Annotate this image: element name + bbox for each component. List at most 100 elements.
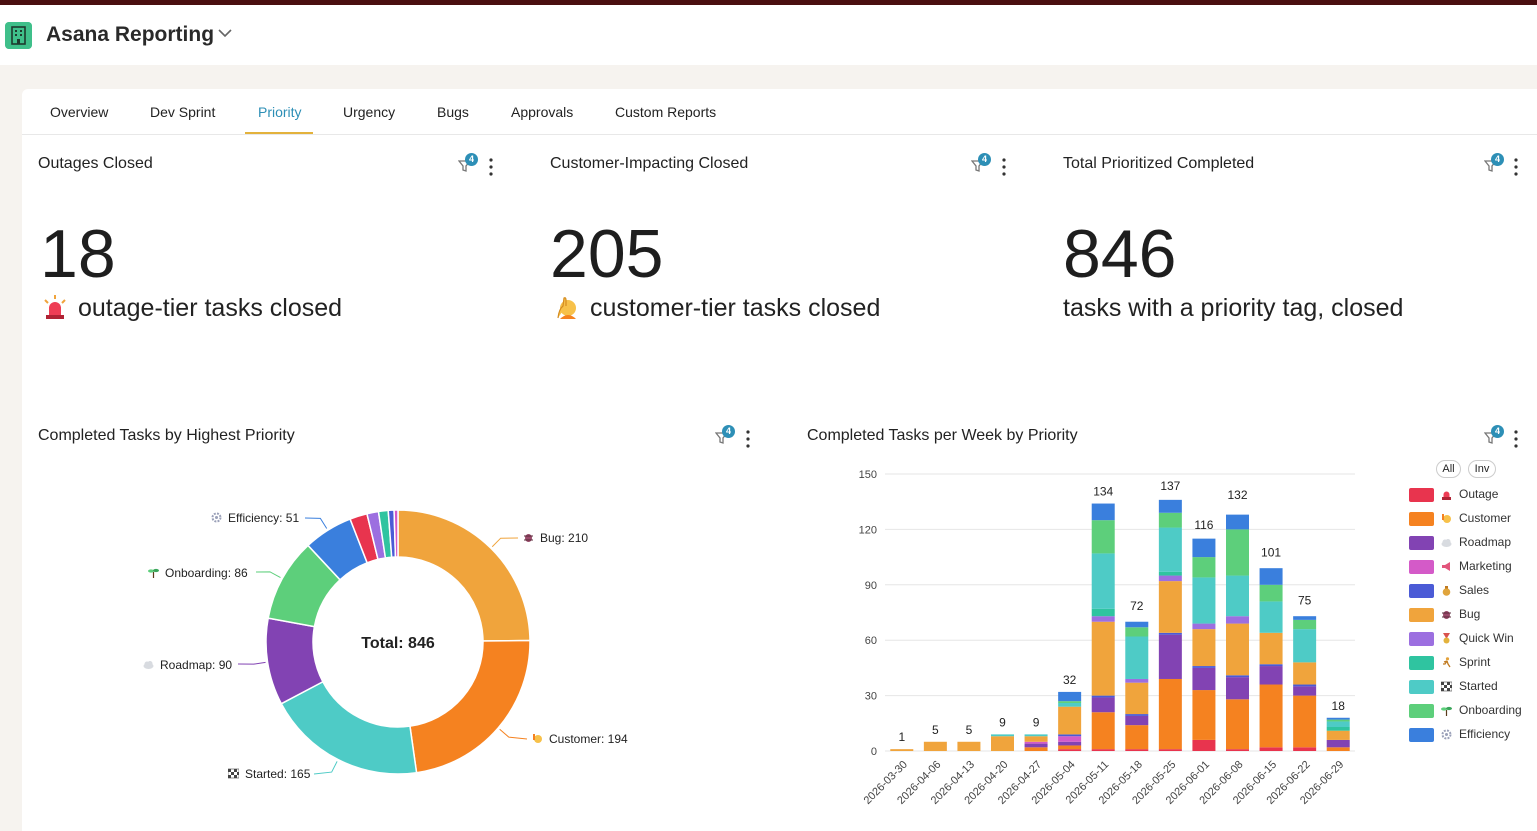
bar-segment-bug[interactable] [957,741,981,751]
bar-segment-roadmap[interactable] [1125,715,1149,726]
bar-segment-outage[interactable] [1226,749,1249,751]
bar-segment-customer[interactable] [1259,684,1283,748]
bar-segment-efficiency[interactable] [1158,499,1182,513]
bar-segment-roadmap[interactable] [1091,697,1115,713]
bar-segment-started[interactable] [991,734,1014,737]
bar-segment-onboarding[interactable] [1326,719,1350,722]
bar-segment-onboarding[interactable] [1192,557,1216,578]
bar-segment-quick-win[interactable] [1226,616,1249,624]
bar-segment-onboarding[interactable] [1058,701,1082,703]
bar-segment-bug[interactable] [1158,581,1182,633]
bar-segment-efficiency[interactable] [1226,514,1249,530]
bar-segment-onboarding[interactable] [1091,520,1115,554]
tab-urgency[interactable]: Urgency [343,104,396,120]
bar-segment-started[interactable] [1226,575,1249,617]
tab-overview[interactable]: Overview [50,104,109,120]
tab-priority[interactable]: Priority [258,104,302,120]
more-options-icon[interactable] [486,157,496,177]
bar-segment-started[interactable] [1192,577,1216,624]
bar-segment-marketing[interactable] [1024,741,1048,744]
bar-segment-efficiency[interactable] [1326,717,1350,720]
bar-segment-roadmap[interactable] [1192,667,1216,691]
bar-segment-bug[interactable] [1125,682,1149,715]
bar-segment-quick-win[interactable] [1158,575,1182,582]
bar-segment-sales[interactable] [1158,632,1182,635]
building-icon[interactable] [5,22,32,49]
bar-segment-outage[interactable] [1091,749,1115,751]
chevron-down-icon[interactable] [217,25,233,41]
bar-segment-customer[interactable] [1326,747,1350,751]
bar-segment-roadmap[interactable] [1259,666,1283,685]
tab-custom-reports[interactable]: Custom Reports [615,104,717,120]
bar-segment-efficiency[interactable] [1192,538,1216,558]
more-options-icon[interactable] [999,157,1009,177]
bar-segment-bug[interactable] [991,736,1014,751]
donut-slice-marketing[interactable] [393,509,399,558]
bar-segment-efficiency[interactable] [1293,616,1317,620]
bar-segment-customer[interactable] [1125,725,1149,750]
bar-segment-onboarding[interactable] [1226,529,1249,576]
bar-segment-efficiency[interactable] [1058,691,1082,702]
bar-segment-sales[interactable] [1192,666,1216,668]
bar-segment-started[interactable] [1091,553,1115,609]
bar-segment-bug[interactable] [1058,706,1082,735]
bar-segment-started[interactable] [1024,734,1048,737]
app-title[interactable]: Asana Reporting [46,23,215,46]
bar-segment-sales[interactable] [1293,684,1317,687]
bar-segment-sprint[interactable] [1091,608,1115,617]
bar-segment-outage[interactable] [1158,749,1182,751]
bar-segment-sprint[interactable] [1326,726,1350,731]
bar-segment-roadmap[interactable] [1058,741,1082,746]
bar-segment-sales[interactable] [1125,714,1149,716]
bar-segment-onboarding[interactable] [1158,512,1182,528]
bar-segment-efficiency[interactable] [1259,568,1283,585]
bar-segment-marketing[interactable] [1058,736,1082,742]
filter-button[interactable]: 4 [1484,153,1506,175]
more-options-icon[interactable] [743,429,753,449]
bar-segment-onboarding[interactable] [1293,619,1317,630]
bar-segment-bug[interactable] [1259,632,1283,665]
bar-segment-started[interactable] [1259,601,1283,633]
bar-segment-customer[interactable] [1024,747,1048,751]
bar-segment-bug[interactable] [1091,621,1115,696]
bar-segment-started[interactable] [1326,721,1350,727]
bar-segment-bug[interactable] [1293,662,1317,685]
bar-segment-sales[interactable] [1226,675,1249,678]
bar-segment-outage[interactable] [1192,739,1216,751]
bar-segment-sales[interactable] [1259,664,1283,667]
bar-segment-outage[interactable] [1259,747,1283,751]
filter-button[interactable]: 4 [715,425,737,447]
bar-segment-roadmap[interactable] [1326,739,1350,748]
bar-segment-sales[interactable] [1058,734,1082,737]
bar-segment-bug[interactable] [890,749,914,751]
bar-segment-bug[interactable] [1226,623,1249,676]
bar-segment-roadmap[interactable] [1293,686,1317,696]
bar-segment-bug[interactable] [1024,736,1048,742]
tab-approvals[interactable]: Approvals [511,104,574,120]
more-options-icon[interactable] [1511,157,1521,177]
bar-segment-bug[interactable] [1326,730,1350,740]
bar-segment-onboarding[interactable] [1259,584,1283,602]
legend-invert-button[interactable]: Inv [1468,460,1496,478]
more-options-icon[interactable] [1511,429,1521,449]
bar-segment-started[interactable] [1125,636,1149,679]
legend-select-all-button[interactable]: All [1436,460,1461,478]
filter-button[interactable]: 4 [458,153,480,175]
bar-segment-quick-win[interactable] [1091,616,1115,622]
bar-segment-sprint[interactable] [1158,571,1182,576]
bar-segment-started[interactable] [1158,527,1182,572]
bar-segment-customer[interactable] [1293,695,1317,748]
bar-segment-roadmap[interactable] [1158,634,1182,679]
bar-segment-efficiency[interactable] [1125,621,1149,628]
bar-segment-started[interactable] [1058,702,1082,707]
bar-segment-outage[interactable] [1058,749,1082,751]
filter-button[interactable]: 4 [1484,425,1506,447]
bar-segment-roadmap[interactable] [1024,743,1048,748]
bar-segment-customer[interactable] [1226,699,1249,750]
bar-segment-quick-win[interactable] [1125,678,1149,683]
bar-segment-started[interactable] [1293,629,1317,663]
bar-segment-quick-win[interactable] [1192,623,1216,630]
bar-segment-bug[interactable] [923,741,947,751]
bar-segment-onboarding[interactable] [1125,627,1149,637]
bar-segment-roadmap[interactable] [1226,677,1249,700]
